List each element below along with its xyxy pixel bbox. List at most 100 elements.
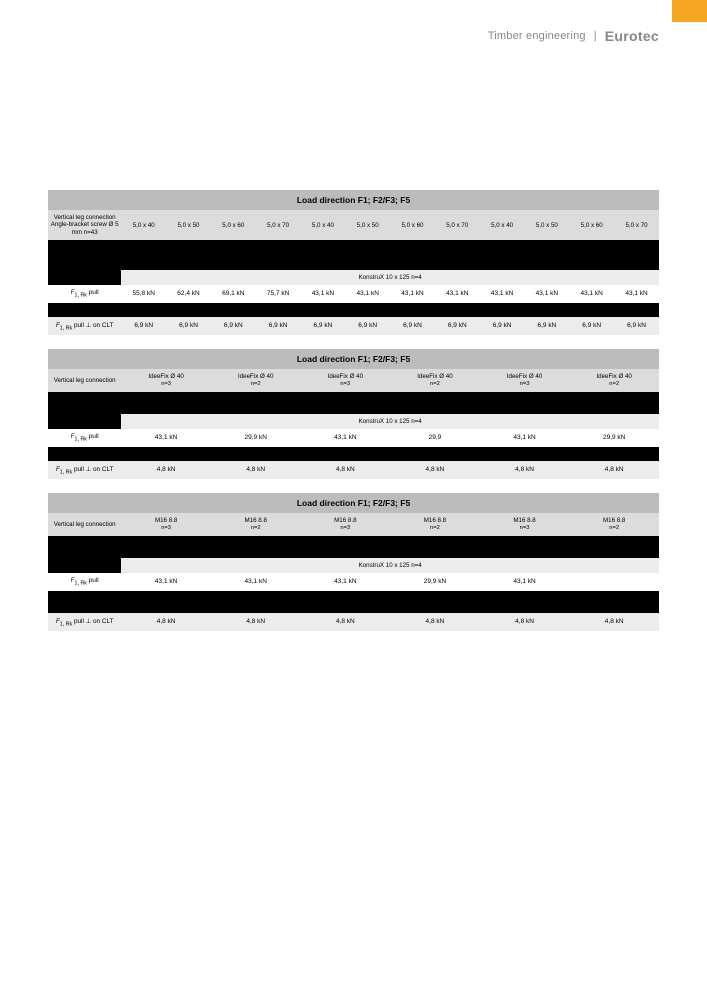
- col-header: M16 8.8n=3: [301, 513, 391, 536]
- col-header: 5,0 x 60: [211, 210, 256, 240]
- table-row: Vertical leg connectionAngle-bracket scr…: [48, 210, 659, 240]
- col-header: M16 8.8n=2: [211, 513, 301, 536]
- table-row: Load direction F1; F2/F3; F5: [48, 349, 659, 369]
- col-header: 5,0 x 50: [166, 210, 211, 240]
- col-header: IdeeFix Ø 40n=3: [480, 369, 570, 392]
- table-row: [48, 240, 659, 270]
- cell: 29,9 kN: [569, 429, 659, 446]
- row-label: F1, Rk pull ⊥ on CLT: [48, 461, 121, 479]
- cell: 6,9 kN: [614, 317, 659, 335]
- col-header: M16 8.8n=3: [480, 513, 570, 536]
- load-table-2: Load direction F1; F2/F3; F5 Vertical le…: [48, 349, 659, 479]
- cell: 6,9 kN: [211, 317, 256, 335]
- cell: 43,1 kN: [301, 573, 391, 590]
- cell: 4,8 kN: [301, 613, 391, 631]
- table-row: Vertical leg connection M16 8.8n=3 M16 8…: [48, 513, 659, 536]
- cell: 43,1 kN: [301, 429, 391, 446]
- cell: 43,1 kN: [435, 285, 480, 302]
- cell: 43,1 kN: [614, 285, 659, 302]
- col-header: 5,0 x 70: [614, 210, 659, 240]
- table-row: F1, Rk pull ⊥ on CLT 4,8 kN 4,8 kN 4,8 k…: [48, 461, 659, 479]
- cell: 75,7 kN: [256, 285, 301, 302]
- col-header: 5,0 x 50: [524, 210, 569, 240]
- table-row: [48, 536, 659, 558]
- cell: 6,9 kN: [435, 317, 480, 335]
- section-label: KonstruX 10 x 125 n=4: [121, 558, 659, 573]
- cell: 6,9 kN: [390, 317, 435, 335]
- col-label: Vertical leg connection: [48, 513, 121, 536]
- cell: [569, 573, 659, 590]
- cell: 6,9 kN: [524, 317, 569, 335]
- cell: 43,1 kN: [301, 285, 346, 302]
- table-row: F1, Rk pull 43,1 kN 29,9 kN 43,1 kN 29,9…: [48, 429, 659, 446]
- cell: 4,8 kN: [480, 461, 570, 479]
- cell: 69,1 kN: [211, 285, 256, 302]
- col-header: 5,0 x 70: [435, 210, 480, 240]
- section-label: KonstruX 10 x 125 n=4: [121, 270, 659, 285]
- cell: 43,1 kN: [480, 429, 570, 446]
- col-label: Vertical leg connectionAngle-bracket scr…: [48, 210, 121, 240]
- col-header: IdeeFix Ø 40n=2: [390, 369, 480, 392]
- table-row: [48, 303, 659, 317]
- table-row: [48, 591, 659, 613]
- cell: 6,9 kN: [121, 317, 166, 335]
- col-header: IdeeFix Ø 40n=2: [211, 369, 301, 392]
- cell: 55,8 kN: [121, 285, 166, 302]
- cell: 6,9 kN: [301, 317, 346, 335]
- col-header: M16 8.8n=2: [390, 513, 480, 536]
- table-row: Vertical leg connection IdeeFix Ø 40n=3 …: [48, 369, 659, 392]
- col-header: 5,0 x 70: [256, 210, 301, 240]
- row-label: F1, Rk pull ⊥ on CLT: [48, 317, 121, 335]
- cell: 6,9 kN: [480, 317, 525, 335]
- cell: 43,1 kN: [569, 285, 614, 302]
- cell: 43,1 kN: [524, 285, 569, 302]
- row-label: F1, Rk pull: [48, 285, 121, 302]
- row-label: F1, Rk pull: [48, 429, 121, 446]
- cell: 43,1 kN: [121, 573, 211, 590]
- table-row: F1, Rk pull 43,1 kN 43,1 kN 43,1 kN 29,9…: [48, 573, 659, 590]
- table-row: KonstruX 10 x 125 n=4: [48, 558, 659, 573]
- cell: 4,8 kN: [301, 461, 391, 479]
- col-header: 5,0 x 60: [390, 210, 435, 240]
- col-header: IdeeFix Ø 40n=2: [569, 369, 659, 392]
- cell: 43,1 kN: [121, 429, 211, 446]
- cell: 4,8 kN: [390, 613, 480, 631]
- cell: 6,9 kN: [256, 317, 301, 335]
- table-row: F1, Rk pull 55,8 kN 62,4 kN 69,1 kN 75,7…: [48, 285, 659, 302]
- cell: 62,4 kN: [166, 285, 211, 302]
- cell: 4,8 kN: [480, 613, 570, 631]
- col-header: IdeeFix Ø 40n=3: [301, 369, 391, 392]
- table-row: KonstruX 10 x 125 n=4: [48, 270, 659, 285]
- col-header: 5,0 x 60: [569, 210, 614, 240]
- cell: 43,1 kN: [480, 285, 525, 302]
- cell: 6,9 kN: [166, 317, 211, 335]
- page-header: Timber engineering | Eurotec: [488, 28, 659, 44]
- col-header: 5,0 x 40: [480, 210, 525, 240]
- cell: 4,8 kN: [121, 461, 211, 479]
- cell: 6,9 kN: [345, 317, 390, 335]
- table-title: Load direction F1; F2/F3; F5: [48, 190, 659, 210]
- col-label: Vertical leg connection: [48, 369, 121, 392]
- col-header: M16 8.8n=3: [121, 513, 211, 536]
- load-table-3: Load direction F1; F2/F3; F5 Vertical le…: [48, 493, 659, 631]
- brand-logo: Eurotec: [605, 28, 659, 44]
- tables-container: Load direction F1; F2/F3; F5 Vertical le…: [48, 190, 659, 645]
- cell: 29,9 kN: [390, 573, 480, 590]
- cell: 4,8 kN: [211, 613, 301, 631]
- col-header: 5,0 x 40: [301, 210, 346, 240]
- cell: 4,8 kN: [390, 461, 480, 479]
- table-title: Load direction F1; F2/F3; F5: [48, 493, 659, 513]
- table-row: KonstruX 10 x 125 n=4: [48, 414, 659, 429]
- cell: 29,9: [390, 429, 480, 446]
- table-row: [48, 392, 659, 414]
- table-row: Load direction F1; F2/F3; F5: [48, 190, 659, 210]
- row-label: F1, Rk pull: [48, 573, 121, 590]
- cell: 43,1 kN: [480, 573, 570, 590]
- cell: 29,9 kN: [211, 429, 301, 446]
- col-header: 5,0 x 50: [345, 210, 390, 240]
- table-row: Load direction F1; F2/F3; F5: [48, 493, 659, 513]
- section-label: KonstruX 10 x 125 n=4: [121, 414, 659, 429]
- cell: 4,8 kN: [121, 613, 211, 631]
- header-section: Timber engineering: [488, 30, 586, 42]
- cell: 43,1 kN: [390, 285, 435, 302]
